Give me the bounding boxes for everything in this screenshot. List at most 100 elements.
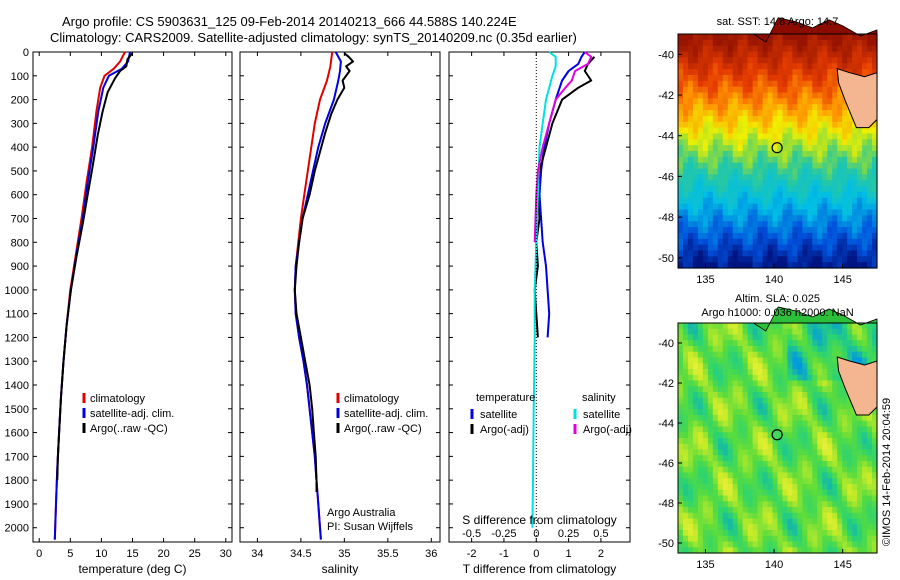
map-cell xyxy=(787,357,794,364)
map-cell xyxy=(697,51,704,58)
map-cell xyxy=(827,227,833,234)
map-cell xyxy=(752,415,759,422)
map-cell xyxy=(732,197,739,205)
map-cell xyxy=(862,420,868,428)
map-cell xyxy=(837,443,843,451)
map-cell xyxy=(732,530,739,537)
map-cell xyxy=(722,449,729,456)
map-cell xyxy=(857,39,863,47)
map-cell xyxy=(767,250,774,257)
map-cell xyxy=(762,80,769,88)
map-cell xyxy=(737,57,744,64)
map-cell xyxy=(717,238,724,246)
map-cell xyxy=(872,174,878,181)
map-cell xyxy=(777,86,784,94)
map-cell xyxy=(678,495,684,502)
map-cell xyxy=(817,328,823,336)
map-cell xyxy=(692,478,699,485)
map-cell xyxy=(817,420,823,428)
map-cell xyxy=(807,174,813,181)
map-cell xyxy=(757,403,764,410)
map-cell xyxy=(737,369,744,376)
map-cell xyxy=(807,346,813,353)
map-cell xyxy=(857,346,863,353)
map-cell xyxy=(832,191,838,199)
map-cell xyxy=(752,426,759,433)
map-cell xyxy=(797,507,803,514)
map-cell xyxy=(682,39,689,47)
map-cell xyxy=(812,340,818,347)
map-cell xyxy=(712,215,719,222)
map-cell xyxy=(737,110,744,117)
map-cell xyxy=(767,57,774,64)
map-cell xyxy=(792,244,798,252)
map-cell xyxy=(682,86,689,94)
salinity-tick-label: 0 xyxy=(533,528,539,540)
map-cell xyxy=(727,121,734,129)
map-cell xyxy=(692,397,699,405)
map-cell xyxy=(772,145,779,152)
map-cell xyxy=(772,133,779,140)
map-cell xyxy=(687,186,694,193)
map-cell xyxy=(762,478,769,485)
map-cell xyxy=(707,472,714,479)
map-cell xyxy=(717,386,724,393)
map-cell xyxy=(767,535,774,543)
map-cell xyxy=(822,51,828,58)
map-cell xyxy=(697,420,704,428)
map-cell xyxy=(687,346,694,353)
map-cell xyxy=(678,397,684,405)
map-cell xyxy=(852,346,858,353)
map-cell xyxy=(852,328,858,336)
map-cell xyxy=(812,541,818,548)
map-cell xyxy=(822,340,828,347)
map-cell xyxy=(717,86,724,94)
map-cell xyxy=(777,386,784,393)
map-cell xyxy=(727,69,734,76)
map-cell xyxy=(822,92,828,99)
y-tick-label: 1700 xyxy=(5,451,29,463)
map-cell xyxy=(787,547,794,554)
map-cell xyxy=(802,432,808,439)
map-cell xyxy=(822,455,828,462)
map-cell xyxy=(797,380,803,387)
map-cell xyxy=(702,403,709,410)
map-cell xyxy=(822,438,828,445)
map-cell xyxy=(762,51,769,58)
map-cell xyxy=(767,127,774,135)
map-cell xyxy=(732,133,739,140)
map-cell xyxy=(687,461,694,468)
map-cell xyxy=(732,115,739,123)
map-cell xyxy=(772,495,779,502)
map-cell xyxy=(747,80,754,88)
map-cell xyxy=(702,151,709,158)
map-cell xyxy=(678,507,684,514)
map-cell xyxy=(762,197,769,205)
map-cell xyxy=(747,244,754,252)
map-cell xyxy=(757,484,764,491)
map-cell xyxy=(772,104,779,111)
map-cell xyxy=(802,392,808,399)
map-cell xyxy=(867,151,873,158)
map-cell xyxy=(692,392,699,399)
map-cell xyxy=(687,363,694,370)
map-cell xyxy=(832,541,838,548)
map-cell xyxy=(692,121,699,129)
map-cell xyxy=(707,535,714,543)
map-cell xyxy=(807,110,813,117)
map-cell xyxy=(852,461,858,468)
map-cell xyxy=(707,156,714,164)
map-cell xyxy=(817,256,823,263)
map-cell xyxy=(747,168,754,175)
annotation-text: PI: Susan Wijffels xyxy=(327,521,413,533)
map-cell xyxy=(797,98,803,105)
map-cell xyxy=(797,69,803,76)
map-cell xyxy=(847,518,853,525)
map-cell xyxy=(862,209,868,216)
map-cell xyxy=(802,162,808,170)
map-cell xyxy=(762,426,769,433)
map-cell xyxy=(732,80,739,88)
map-cell xyxy=(872,63,878,70)
map-cell xyxy=(727,340,734,347)
map-cell xyxy=(702,518,709,525)
